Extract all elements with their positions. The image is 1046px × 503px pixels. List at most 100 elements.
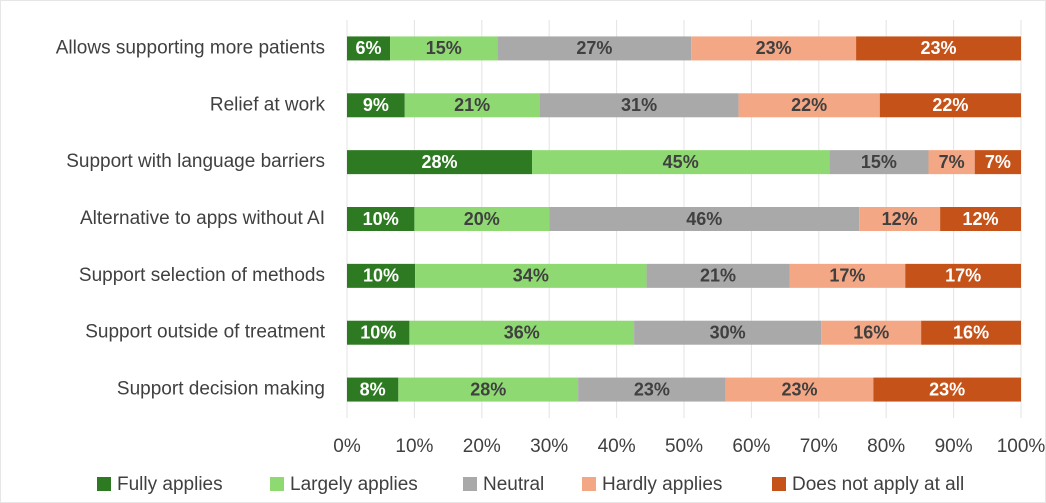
x-tick-label: 50% xyxy=(665,436,703,457)
bar-segment xyxy=(821,320,922,345)
bar-segment xyxy=(879,93,1021,118)
bar-segment xyxy=(829,150,929,175)
data-label: 6% xyxy=(356,38,382,58)
x-tick-label: 70% xyxy=(800,436,838,457)
data-label: 15% xyxy=(426,38,462,58)
category-label: Support decision making xyxy=(117,379,325,400)
bar-segment xyxy=(691,36,857,61)
legend-swatch xyxy=(270,477,284,491)
bar-segment xyxy=(549,207,860,231)
bar-segment xyxy=(856,36,1021,61)
bar-segment xyxy=(859,207,941,231)
category-label: Relief at work xyxy=(210,94,326,115)
data-label: 22% xyxy=(932,95,968,115)
x-tick-label: 40% xyxy=(598,436,636,457)
legend-swatch xyxy=(463,477,477,491)
x-tick-label: 60% xyxy=(732,436,770,457)
data-label: 16% xyxy=(853,322,889,342)
bar-segment xyxy=(347,377,399,402)
bar-segment xyxy=(738,93,880,118)
x-tick-label: 90% xyxy=(935,436,973,457)
data-label: 15% xyxy=(861,152,897,172)
bar-segment xyxy=(497,36,692,61)
category-label: Allows supporting more patients xyxy=(56,37,325,58)
bar-segment xyxy=(921,320,1021,345)
bar-segment xyxy=(634,320,822,345)
data-label: 9% xyxy=(363,95,389,115)
data-label: 46% xyxy=(686,209,722,229)
bar-segment xyxy=(347,207,415,231)
bar-segment xyxy=(414,207,550,231)
legend-label: Fully applies xyxy=(117,474,223,495)
legend-swatch xyxy=(582,477,596,491)
legend-swatch xyxy=(97,477,111,491)
data-label: 16% xyxy=(953,322,989,342)
legend-swatch xyxy=(772,477,786,491)
bar-segment xyxy=(409,320,635,345)
data-label: 45% xyxy=(663,152,699,172)
data-label: 22% xyxy=(791,95,827,115)
data-label: 12% xyxy=(882,209,918,229)
data-label: 7% xyxy=(939,152,965,172)
x-tick-label: 100% xyxy=(997,436,1046,457)
data-label: 10% xyxy=(360,322,396,342)
data-label: 31% xyxy=(621,95,657,115)
x-tick-label: 10% xyxy=(395,436,433,457)
data-label: 7% xyxy=(985,152,1011,172)
data-label: 10% xyxy=(363,209,399,229)
data-label: 17% xyxy=(945,266,981,286)
data-label: 23% xyxy=(634,379,670,399)
bar-segment xyxy=(532,150,830,175)
bar-segment xyxy=(347,93,405,118)
data-label: 21% xyxy=(454,95,490,115)
bar-segment xyxy=(873,377,1021,402)
bar-segment xyxy=(415,263,647,288)
bar-segment xyxy=(347,320,410,345)
data-label: 20% xyxy=(464,209,500,229)
category-label: Support selection of methods xyxy=(79,265,325,286)
category-label: Support outside of treatment xyxy=(85,322,325,343)
bar-segment xyxy=(347,263,416,288)
bar-segment xyxy=(646,263,790,288)
bar-segment xyxy=(905,263,1021,288)
bar-segment xyxy=(390,36,498,61)
category-label: Alternative to apps without AI xyxy=(80,208,325,229)
data-label: 12% xyxy=(963,209,999,229)
legend-label: Does not apply at all xyxy=(792,474,964,495)
data-label: 27% xyxy=(576,38,612,58)
data-label: 23% xyxy=(921,38,957,58)
data-label: 23% xyxy=(756,38,792,58)
bar-segment xyxy=(789,263,906,288)
data-label: 23% xyxy=(929,379,965,399)
bar-segment xyxy=(940,207,1021,231)
data-label: 21% xyxy=(700,266,736,286)
data-label: 8% xyxy=(360,379,386,399)
bar-segment xyxy=(398,377,579,402)
x-tick-label: 30% xyxy=(530,436,568,457)
data-label: 28% xyxy=(470,379,506,399)
data-label: 34% xyxy=(513,266,549,286)
bar-segment xyxy=(404,93,540,118)
bar-segment xyxy=(974,150,1021,175)
bar-segment xyxy=(578,377,726,402)
data-label: 28% xyxy=(421,152,457,172)
legend-label: Hardly applies xyxy=(602,474,722,495)
legend-label: Largely applies xyxy=(290,474,418,495)
x-tick-label: 80% xyxy=(867,436,905,457)
data-label: 30% xyxy=(710,322,746,342)
legend-label: Neutral xyxy=(483,474,544,495)
bar-segment xyxy=(539,93,739,118)
bar-segment xyxy=(725,377,874,402)
data-label: 36% xyxy=(504,322,540,342)
data-label: 10% xyxy=(363,266,399,286)
x-tick-label: 0% xyxy=(333,436,361,457)
bar-segment xyxy=(347,150,533,175)
bar-segment xyxy=(347,36,391,61)
category-label: Support with language barriers xyxy=(66,151,325,172)
bar-segment xyxy=(928,150,975,175)
x-tick-label: 20% xyxy=(463,436,501,457)
data-label: 23% xyxy=(782,379,818,399)
data-label: 17% xyxy=(829,266,865,286)
